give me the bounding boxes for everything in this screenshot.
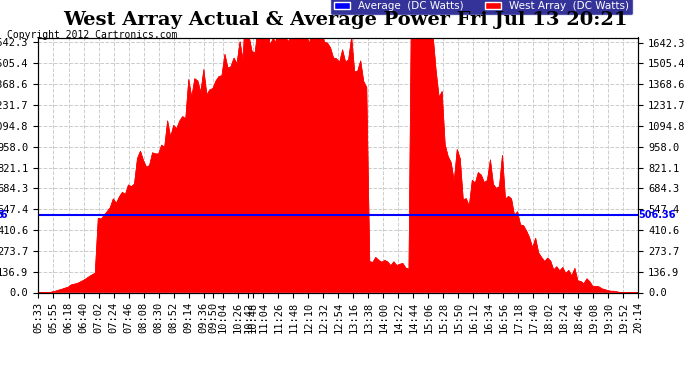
Text: 506.36: 506.36 [638,210,676,220]
Text: 506.36: 506.36 [0,210,8,220]
Text: West Array Actual & Average Power Fri Jul 13 20:21: West Array Actual & Average Power Fri Ju… [63,11,627,29]
Legend: Average  (DC Watts), West Array  (DC Watts): Average (DC Watts), West Array (DC Watts… [331,0,633,15]
Text: 506.36: 506.36 [0,210,4,220]
Text: Copyright 2012 Cartronics.com: Copyright 2012 Cartronics.com [7,30,177,40]
